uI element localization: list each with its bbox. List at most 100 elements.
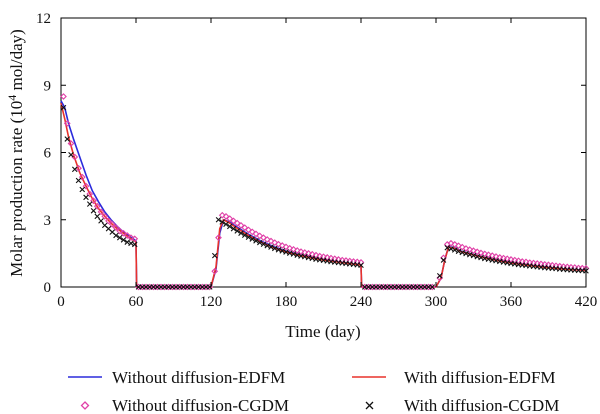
data-point-cross [436, 273, 443, 279]
data-point-diamond [455, 242, 462, 250]
legend-label-with-diffusion-edfm: With diffusion-EDFM [404, 368, 556, 387]
data-point-diamond [301, 249, 309, 256]
data-point-cross [71, 166, 78, 173]
data-point-cross [64, 136, 71, 142]
data-point-diamond [233, 219, 241, 227]
data-point-cross [275, 246, 282, 253]
plot-area: 0 60 120 180 240 300 360 420 0 3 6 9 12 [36, 11, 597, 310]
data-point-diamond [428, 283, 436, 291]
data-point-cross [226, 223, 233, 230]
data-point-cross [253, 238, 259, 244]
data-point-cross [583, 268, 589, 274]
y-axis-label: Molar production rate (104 mol/day) [5, 29, 26, 277]
data-point-diamond [116, 227, 124, 235]
data-point-diamond [462, 245, 470, 252]
data-point-cross [219, 219, 226, 225]
data-point-diamond [485, 251, 492, 259]
data-point-diamond [496, 254, 504, 261]
data-point-cross [211, 252, 218, 259]
data-point-cross [98, 218, 104, 224]
data-point-cross [444, 244, 451, 251]
data-point-diamond [477, 249, 485, 257]
data-point-cross [241, 232, 248, 239]
data-point-diamond [252, 230, 260, 238]
data-point-diamond [263, 236, 271, 243]
data-point-diamond [101, 213, 109, 220]
y-axis-label-sup: 4 [5, 95, 19, 101]
data-point-diamond [451, 241, 459, 248]
data-point-cross [60, 104, 67, 111]
data-point-diamond [97, 208, 105, 216]
data-point-diamond [271, 239, 279, 246]
data-point-cross [86, 201, 93, 207]
data-point-diamond [248, 228, 256, 236]
data-point-diamond [488, 252, 496, 259]
data-point-diamond [82, 182, 90, 190]
data-point-diamond [293, 247, 301, 254]
y-tick-label: 12 [36, 11, 51, 27]
data-point-cross [68, 151, 74, 158]
data-point-cross [245, 234, 252, 241]
data-point-cross [271, 245, 278, 252]
data-point-diamond [282, 243, 290, 251]
x-tick-label: 180 [275, 294, 298, 310]
x-tick-label: 120 [200, 294, 223, 310]
data-point-cross [113, 232, 119, 239]
data-point-diamond [108, 220, 116, 228]
data-point-diamond [500, 254, 507, 262]
data-point-diamond [470, 247, 477, 255]
legend: Without diffusion-EDFM With diffusion-ED… [68, 368, 559, 414]
data-point-diamond [260, 234, 267, 242]
data-point-diamond [492, 253, 500, 260]
data-point-diamond [447, 239, 455, 247]
x-tick-label: 300 [425, 294, 448, 310]
legend-label-with-diffusion-cgdm: With diffusion-CGDM [404, 396, 559, 414]
data-point-cross [463, 250, 469, 257]
data-point-diamond [297, 248, 305, 255]
data-point-diamond [511, 256, 519, 264]
data-point-diamond [93, 202, 101, 210]
data-point-diamond [90, 197, 97, 205]
data-point-diamond [211, 267, 219, 275]
data-point-diamond [267, 237, 275, 245]
series-with-diffusion-cgdm [60, 104, 589, 290]
data-point-cross [238, 230, 244, 236]
data-point-diamond [241, 224, 249, 231]
series-layer [60, 93, 590, 291]
data-point-diamond [290, 245, 297, 253]
data-point-cross [249, 236, 256, 242]
data-point-diamond [278, 242, 286, 249]
data-point-cross [260, 241, 267, 247]
data-point-diamond [327, 254, 335, 262]
data-point-diamond [275, 240, 282, 248]
data-point-diamond [473, 248, 481, 256]
data-point-cross [124, 239, 131, 245]
data-point-diamond [226, 215, 234, 223]
data-point-cross [268, 244, 274, 250]
y-tick-label: 3 [44, 213, 52, 229]
data-point-diamond [67, 140, 75, 147]
data-point-diamond [63, 119, 71, 127]
data-point-diamond [308, 250, 316, 258]
data-point-diamond [316, 252, 324, 260]
data-point-diamond [466, 246, 474, 253]
legend-marker-with-diffusion-cgdm [365, 401, 374, 410]
data-point-cross [283, 249, 289, 255]
ticks-layer: 0 60 120 180 240 300 360 420 0 3 6 9 12 [36, 11, 597, 310]
data-point-diamond [112, 224, 120, 231]
data-point-diamond [522, 258, 530, 266]
data-point-cross [128, 240, 134, 247]
data-point-diamond [323, 254, 331, 261]
data-point-diamond [503, 255, 511, 263]
x-tick-label: 60 [129, 294, 144, 310]
data-point-cross [94, 213, 101, 220]
data-point-diamond [123, 232, 131, 239]
data-point-cross [448, 246, 454, 252]
plot-frame [60, 17, 587, 288]
data-point-diamond [60, 93, 67, 100]
y-axis-label-tail: mol/day) [7, 29, 26, 95]
data-point-diamond [237, 221, 245, 229]
data-point-diamond [256, 232, 264, 240]
data-point-cross [79, 186, 86, 193]
